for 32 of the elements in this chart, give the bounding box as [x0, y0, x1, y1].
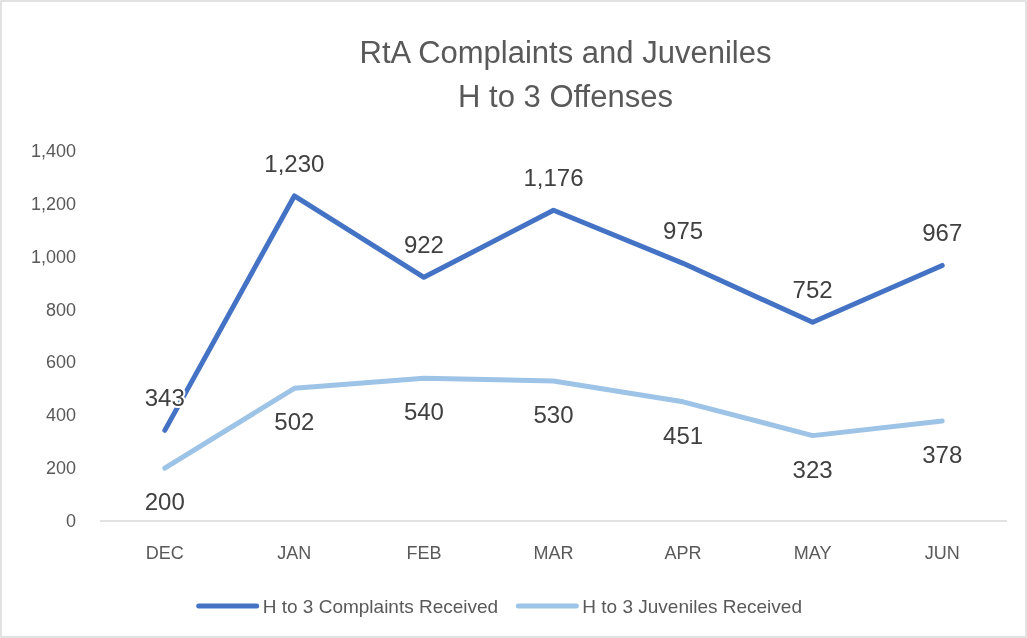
- data-label: 975: [663, 217, 704, 245]
- data-label: 502: [274, 408, 315, 436]
- data-label: 967: [922, 219, 963, 247]
- data-label: 378: [922, 441, 963, 469]
- data-label: 1,176: [523, 164, 584, 192]
- data-label: 1,230: [264, 149, 325, 177]
- x-tick-label: MAY: [793, 543, 832, 563]
- y-tick-label: 1,400: [30, 141, 76, 161]
- x-tick-label: APR: [664, 543, 702, 563]
- y-tick-label: 0: [65, 511, 76, 531]
- data-label: 323: [792, 455, 833, 483]
- x-tick-label: JAN: [277, 543, 312, 563]
- x-tick-label: DEC: [145, 543, 184, 563]
- data-label: 530: [533, 400, 574, 428]
- y-tick-label: 800: [45, 299, 76, 320]
- data-label: 540: [403, 398, 444, 426]
- data-label: 200: [144, 488, 185, 516]
- y-tick-label: 200: [45, 458, 76, 479]
- x-tick-label: MAR: [533, 543, 574, 563]
- y-tick-label: 1,200: [30, 193, 76, 214]
- data-label: 451: [663, 421, 704, 449]
- x-tick-label: JUN: [924, 543, 960, 563]
- x-tick-label: FEB: [406, 543, 442, 563]
- data-label: 922: [403, 231, 444, 259]
- chart-title: RtA Complaints and Juveniles: [359, 35, 772, 70]
- chart-subtitle: H to 3 Offenses: [458, 79, 673, 114]
- y-tick-label: 400: [45, 405, 76, 426]
- y-tick-label: 1,000: [30, 246, 76, 267]
- legend-label: H to 3 Complaints Received: [262, 596, 499, 617]
- y-tick-label: 600: [45, 352, 76, 373]
- legend-label: H to 3 Juveniles Received: [582, 596, 802, 617]
- data-label: 752: [792, 276, 833, 304]
